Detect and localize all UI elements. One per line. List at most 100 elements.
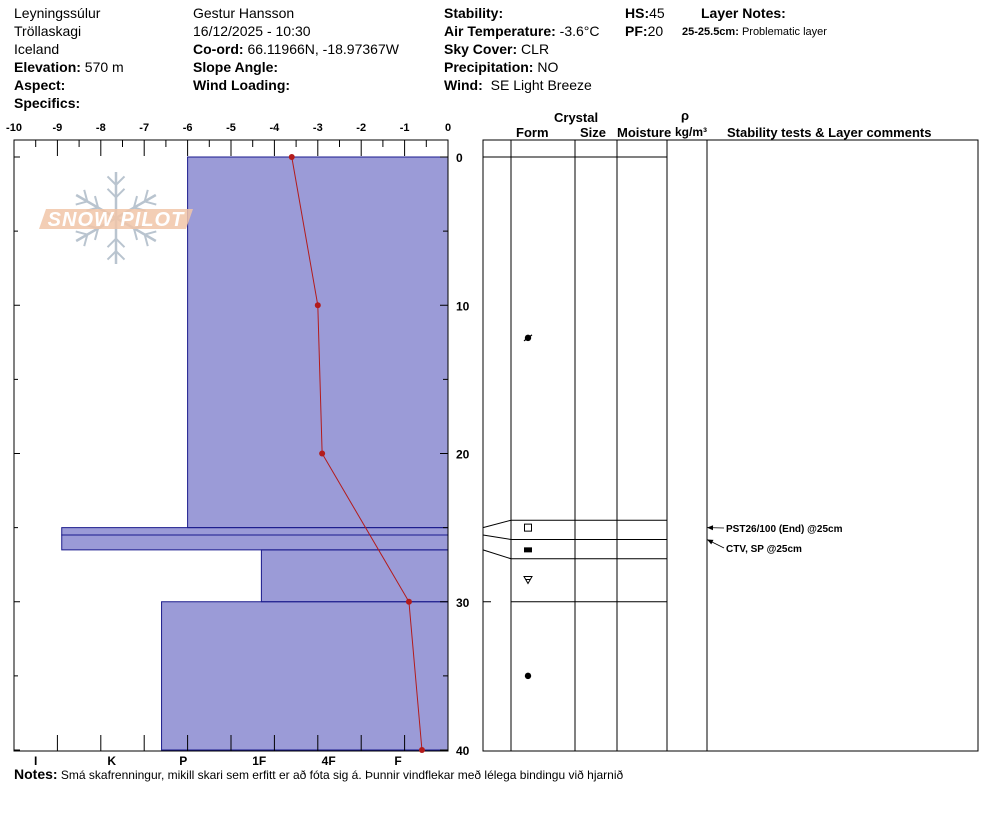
temp-tick-label--2: -2	[356, 122, 366, 134]
rho-header: ρ	[681, 108, 690, 123]
hs-value: 45	[649, 5, 665, 21]
hardness-label-1F: 1F	[252, 754, 266, 768]
sky-cover-value: CLR	[521, 41, 550, 57]
stability-arrow-head-1	[707, 539, 714, 545]
snowflake-branch-1-1l	[143, 189, 149, 202]
air-temp-field: Air Temperature: -3.6°C	[444, 22, 600, 40]
grain-symbol-rounded	[524, 672, 532, 680]
temperature-point-3	[405, 598, 412, 605]
stability-comments-header: Stability tests & Layer comments	[727, 125, 932, 140]
depth-tick-label-30: 30	[456, 596, 470, 610]
temperature-axis: -10 -9 -8 -7 -6 -5 -4 -3 -2 -1 0	[6, 122, 451, 751]
temp-tick-label--9: -9	[53, 122, 63, 134]
form-header: Form	[516, 125, 549, 140]
hardness-label-P: P	[179, 754, 187, 768]
depth-tick-label-0: 0	[456, 151, 463, 165]
temp-tick-label--5: -5	[226, 122, 236, 134]
coord-value: 66.11966N, -18.97367W	[247, 41, 399, 57]
temp-tick-label-0: 0	[445, 122, 451, 134]
snowflake-branch-0-0r	[115, 188, 126, 199]
hs-label: HS:	[625, 5, 650, 21]
temperature-profile	[288, 154, 425, 753]
crystal-header: Crystal	[554, 110, 599, 125]
hardness-layer-outline-4	[161, 601, 448, 751]
notes-label: Notes:	[14, 766, 58, 782]
pf-label: PF:	[625, 23, 648, 39]
pf-value: 20	[647, 23, 664, 39]
snowflake-branch-3-1r	[106, 250, 117, 261]
depth-tick-label-40: 40	[456, 744, 470, 758]
snowflake-branch-3-0l	[115, 237, 126, 248]
temp-tick-label--6: -6	[183, 122, 193, 134]
snowflake-branch-3-1l	[115, 250, 126, 261]
elevation-field: Elevation: 570 m	[14, 58, 124, 76]
layer-note-range: 25-25.5cm:	[682, 26, 739, 38]
precipitation-value: NO	[537, 59, 559, 75]
precipitation-label: Precipitation:	[444, 59, 534, 75]
moisture-header: Moisture	[617, 125, 672, 140]
density-unit-header: kg/m³	[675, 125, 708, 139]
observer-name: Gestur Hansson	[193, 5, 295, 21]
layer-table	[482, 139, 979, 752]
table-connector-3	[482, 549, 512, 560]
pf-field: PF:20	[625, 22, 663, 40]
coord-field: Co-ord: 66.11966N, -18.97367W	[193, 40, 399, 58]
temp-tick-label--3: -3	[313, 122, 323, 134]
logo-text: SNOW PILOT	[48, 209, 185, 231]
grain-symbol-faceted	[524, 523, 532, 532]
precipitation-field: Precipitation: NO	[444, 58, 558, 76]
snowflake-branch-4-1r	[75, 230, 88, 236]
notes-field: Notes: Smá skafrenningur, mikill skari s…	[14, 765, 623, 784]
hardness-layer-2	[61, 535, 449, 550]
snowflake-branch-1-0l	[132, 195, 138, 208]
snowflake-branch-5-1r	[83, 189, 89, 202]
hardness-layer-outline-2	[61, 534, 448, 551]
coord-label: Co-ord:	[193, 41, 244, 57]
logo-band	[39, 209, 193, 229]
hardness-layer-0	[187, 157, 448, 528]
temp-tick-label--10: -10	[6, 122, 22, 134]
temp-tick-label--7: -7	[139, 122, 149, 134]
depth-tick-label-10: 10	[456, 299, 470, 313]
snowflake-branch-0-0l	[106, 188, 117, 199]
elevation-label: Elevation:	[14, 59, 81, 75]
temperature-point-2	[319, 450, 326, 457]
hardness-label-K: K	[107, 754, 116, 768]
snowflake-branch-4-1l	[83, 234, 89, 247]
snowflake-branch-4-0l	[94, 228, 100, 241]
snowflake-branch-0-1l	[106, 175, 117, 186]
air-temp-value: -3.6°C	[559, 23, 600, 39]
temp-tick-label--4: -4	[270, 122, 281, 134]
specifics-label: Specifics:	[14, 95, 81, 111]
wind-label: Wind:	[444, 77, 483, 93]
layer-note: 25-25.5cm: Problematic layer	[682, 23, 827, 41]
elevation-value: 570 m	[84, 59, 124, 75]
snowflake-branch-5-1l	[75, 200, 88, 206]
wind-value: SE Light Breeze	[490, 77, 592, 93]
snowflake-branch-2-0r	[132, 228, 138, 241]
sky-cover-field: Sky Cover: CLR	[444, 40, 549, 58]
stability-label: Stability:	[444, 5, 504, 21]
observation-datetime: 16/12/2025 - 10:30	[193, 23, 311, 39]
hardness-layer-1	[61, 527, 449, 536]
notes-text: Smá skafrenningur, mikill skari sem erfi…	[60, 768, 624, 782]
stability-comment-2: CTV, SP @25cm	[726, 544, 802, 555]
hardness-label-I: I	[34, 754, 37, 768]
aspect-label: Aspect:	[14, 77, 66, 93]
temperature-point-1	[314, 302, 321, 309]
wind-loading-label: Wind Loading:	[193, 77, 291, 93]
snowflake-branch-0-1r	[115, 175, 126, 186]
snowflake-branch-3-0r	[106, 237, 117, 248]
temperature-point-0	[288, 154, 295, 160]
hardness-axis: I K P 1F 4F F	[34, 754, 402, 768]
depth-tick-label-20: 20	[456, 448, 470, 462]
layer-notes-label: Layer Notes:	[701, 5, 786, 21]
temperature-point-4	[418, 747, 425, 753]
layer-note-text: Problematic layer	[741, 26, 827, 38]
wind-field: Wind: SE Light Breeze	[444, 76, 592, 94]
hardness-layers	[61, 156, 449, 751]
temp-tick-label--8: -8	[96, 122, 106, 134]
hardness-label-4F: 4F	[322, 754, 336, 768]
snowpilot-logo: SNOW PILOT	[39, 172, 193, 264]
